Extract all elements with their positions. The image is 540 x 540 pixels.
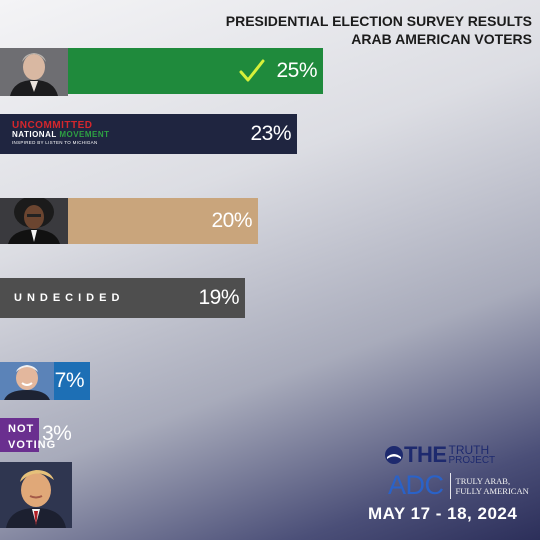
not-voting-label: NOT VOTING [8, 423, 57, 451]
portrait-stein [0, 48, 68, 96]
chart-title-line2: ARAB AMERICAN VOTERS [351, 31, 532, 47]
undecided-label: UNDECIDED [14, 292, 125, 304]
portrait-trump [0, 462, 72, 528]
check-icon [239, 59, 265, 82]
logo-adc-text: ADC [388, 470, 444, 500]
value-label-west: 20% [211, 209, 252, 232]
logo-divider [449, 472, 451, 499]
logo-tagline-1: TRULY ARAB, [455, 475, 511, 486]
value-label-uncommitted: 23% [250, 122, 291, 145]
value-label-not-voting: 3% [42, 422, 72, 445]
chart-title: PRESIDENTIAL ELECTION SURVEY RESULTS ARA… [226, 12, 532, 48]
uncommitted-line3: INSPIRED BY LISTEN TO MICHIGAN [12, 140, 98, 145]
survey-date: MAY 17 - 18, 2024 [368, 504, 518, 523]
portrait-biden [0, 362, 54, 400]
bar-undecided: 19% UNDECIDED [0, 278, 245, 318]
chart-title-line1: PRESIDENTIAL ELECTION SURVEY RESULTS [225, 13, 532, 29]
bar-not-voting: NOT VOTING [0, 418, 55, 452]
bar-uncommitted: 23% UNCOMMITTED NATIONAL MOVEMENT INSPIRED … [0, 114, 297, 154]
uncommitted-line2: NATIONAL MOVEMENT [12, 130, 110, 139]
truth-project-emblem-icon [385, 446, 403, 464]
value-label-undecided: 19% [198, 286, 239, 309]
value-label-biden: 7% [54, 369, 85, 392]
logo-project: PROJECT [448, 455, 496, 466]
logo-tagline-2: FULLY AMERICAN [455, 485, 529, 496]
truth-project-logo: THE TRUTH PROJECT [384, 442, 495, 468]
logo-the: THE [404, 442, 447, 467]
logo-truth: TRUTH [448, 443, 490, 457]
value-label-stein: 25% [276, 59, 317, 82]
adc-logo: ADC TRULY ARAB, FULLY AMERICAN [388, 470, 529, 501]
uncommitted-label: UNCOMMITTED NATIONAL MOVEMENT INSPIRED BY … [12, 120, 110, 145]
uncommitted-line1: UNCOMMITTED [12, 120, 93, 131]
portrait-west [0, 198, 68, 244]
